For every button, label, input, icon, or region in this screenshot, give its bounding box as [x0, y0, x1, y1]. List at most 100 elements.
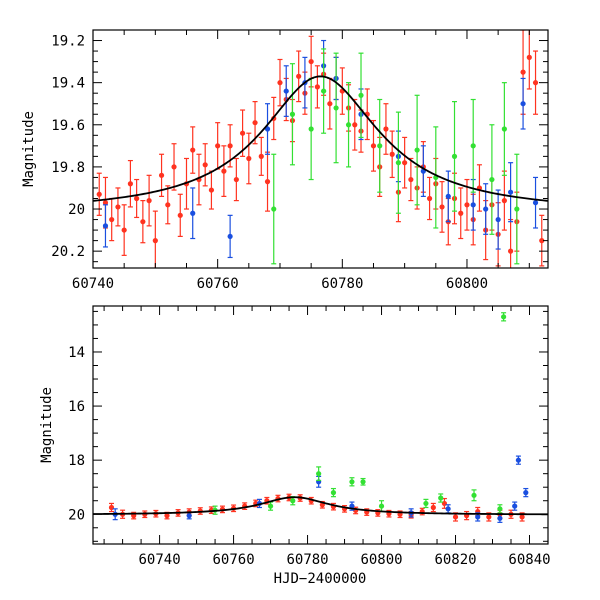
data-point [314, 84, 320, 90]
top-series0-point [464, 178, 470, 231]
top-series0-point [171, 143, 177, 191]
top-series2-point [321, 48, 327, 134]
bottom-series1-point [512, 501, 518, 511]
y-tick-label: 16 [68, 399, 85, 415]
bottom-series2-point [471, 489, 477, 502]
bottom-series2-point [316, 466, 322, 482]
top-series0-point [239, 109, 246, 157]
top-series0-point [190, 126, 196, 174]
data-point [508, 189, 514, 195]
top-series2-point [333, 52, 339, 164]
top-series0-point [115, 187, 121, 227]
data-point [378, 503, 385, 509]
bottom-series1-point [523, 487, 529, 498]
top-series0-point [221, 145, 227, 197]
top-series2-point [345, 82, 352, 168]
top-series1-point [102, 204, 109, 248]
data-point [127, 181, 133, 187]
top-series0-point [339, 67, 345, 115]
data-point [177, 212, 183, 218]
top-series0-point [109, 197, 115, 242]
y-tick-label: 20 [68, 202, 85, 218]
top-series2-point [433, 126, 439, 229]
data-point [283, 88, 289, 94]
data-point [377, 143, 383, 149]
top-series1-point [495, 189, 501, 250]
data-point [486, 514, 492, 520]
bottom-panel: 60740 60760 60780 60800 60820 60840 14 16 18 20 M… [39, 305, 551, 587]
data-point [497, 506, 503, 512]
data-point [458, 210, 464, 216]
x-tick-label: 60820 [434, 552, 476, 568]
data-point [140, 219, 146, 225]
y-tick-label: 19.2 [51, 34, 85, 50]
data-point [470, 202, 476, 208]
top-series1-point [520, 77, 526, 130]
data-point [430, 504, 436, 511]
top-series2-point [271, 153, 277, 265]
x-tick-label: 60740 [139, 552, 181, 568]
data-point [520, 101, 526, 107]
data-point [290, 498, 296, 504]
data-point [508, 248, 514, 254]
data-point [349, 479, 355, 485]
x-tick-label: 60740 [72, 276, 114, 292]
data-point [239, 130, 246, 136]
top-series1-point [227, 214, 233, 259]
y-tick-label: 19.4 [51, 76, 85, 92]
data-point [445, 506, 451, 512]
data-point [102, 223, 109, 229]
top-series2-point [395, 111, 402, 214]
data-point [121, 227, 127, 233]
data-point [370, 143, 377, 149]
data-point [267, 503, 274, 509]
top-series0-point [277, 58, 283, 107]
top-series2-point [289, 63, 296, 166]
data-point [258, 153, 264, 159]
bottom-model-curve [93, 496, 548, 516]
data-point [497, 515, 503, 521]
bottom-series2-point [330, 487, 337, 498]
data-point [264, 179, 271, 185]
top-series0-point [426, 176, 433, 221]
data-point [452, 514, 459, 520]
top-series2-point [514, 153, 520, 265]
top-series0-point [327, 77, 333, 130]
top-series1-point [190, 187, 196, 240]
top-series1-point [508, 162, 514, 223]
top-series0-point [233, 157, 239, 202]
top-series0-point [140, 200, 146, 244]
data-point [246, 155, 252, 162]
y-tick-label: 14 [68, 345, 85, 361]
data-point [408, 176, 414, 183]
top-ticks: 60740 60760 60780 60800 19.2 19.4 19.6 19.8 20 20… [51, 29, 548, 292]
data-point [345, 122, 352, 128]
data-point [227, 143, 233, 149]
data-point [520, 69, 526, 75]
data-point [515, 457, 522, 463]
top-series2-point [358, 52, 364, 139]
data-point [512, 503, 518, 509]
data-point [426, 195, 433, 202]
data-point [264, 126, 271, 132]
y-tick-label: 20 [68, 507, 85, 523]
bottom-series2-point [349, 477, 355, 487]
bottom-y-axis-label: Magnitude [39, 387, 55, 463]
data-point [532, 80, 539, 86]
top-series0-point [264, 151, 271, 212]
data-point [321, 88, 327, 94]
y-tick-label: 20.2 [51, 244, 85, 260]
top-panel: 60740 60760 60780 60800 19.2 19.4 19.6 19.8 20 20… [21, 29, 549, 292]
top-series0-point [215, 122, 221, 170]
bottom-series2-point [378, 500, 385, 513]
bottom-series1-point [445, 504, 451, 514]
top-series1-point [445, 170, 451, 223]
data-point [109, 216, 115, 223]
bottom-series0-point [264, 496, 270, 505]
x-tick-label: 60800 [446, 276, 488, 292]
top-series1-point [283, 65, 289, 117]
y-tick-label: 19.8 [51, 160, 85, 176]
top-series2-point [451, 101, 458, 212]
top-series0-point [532, 50, 539, 115]
data-point [96, 191, 102, 197]
